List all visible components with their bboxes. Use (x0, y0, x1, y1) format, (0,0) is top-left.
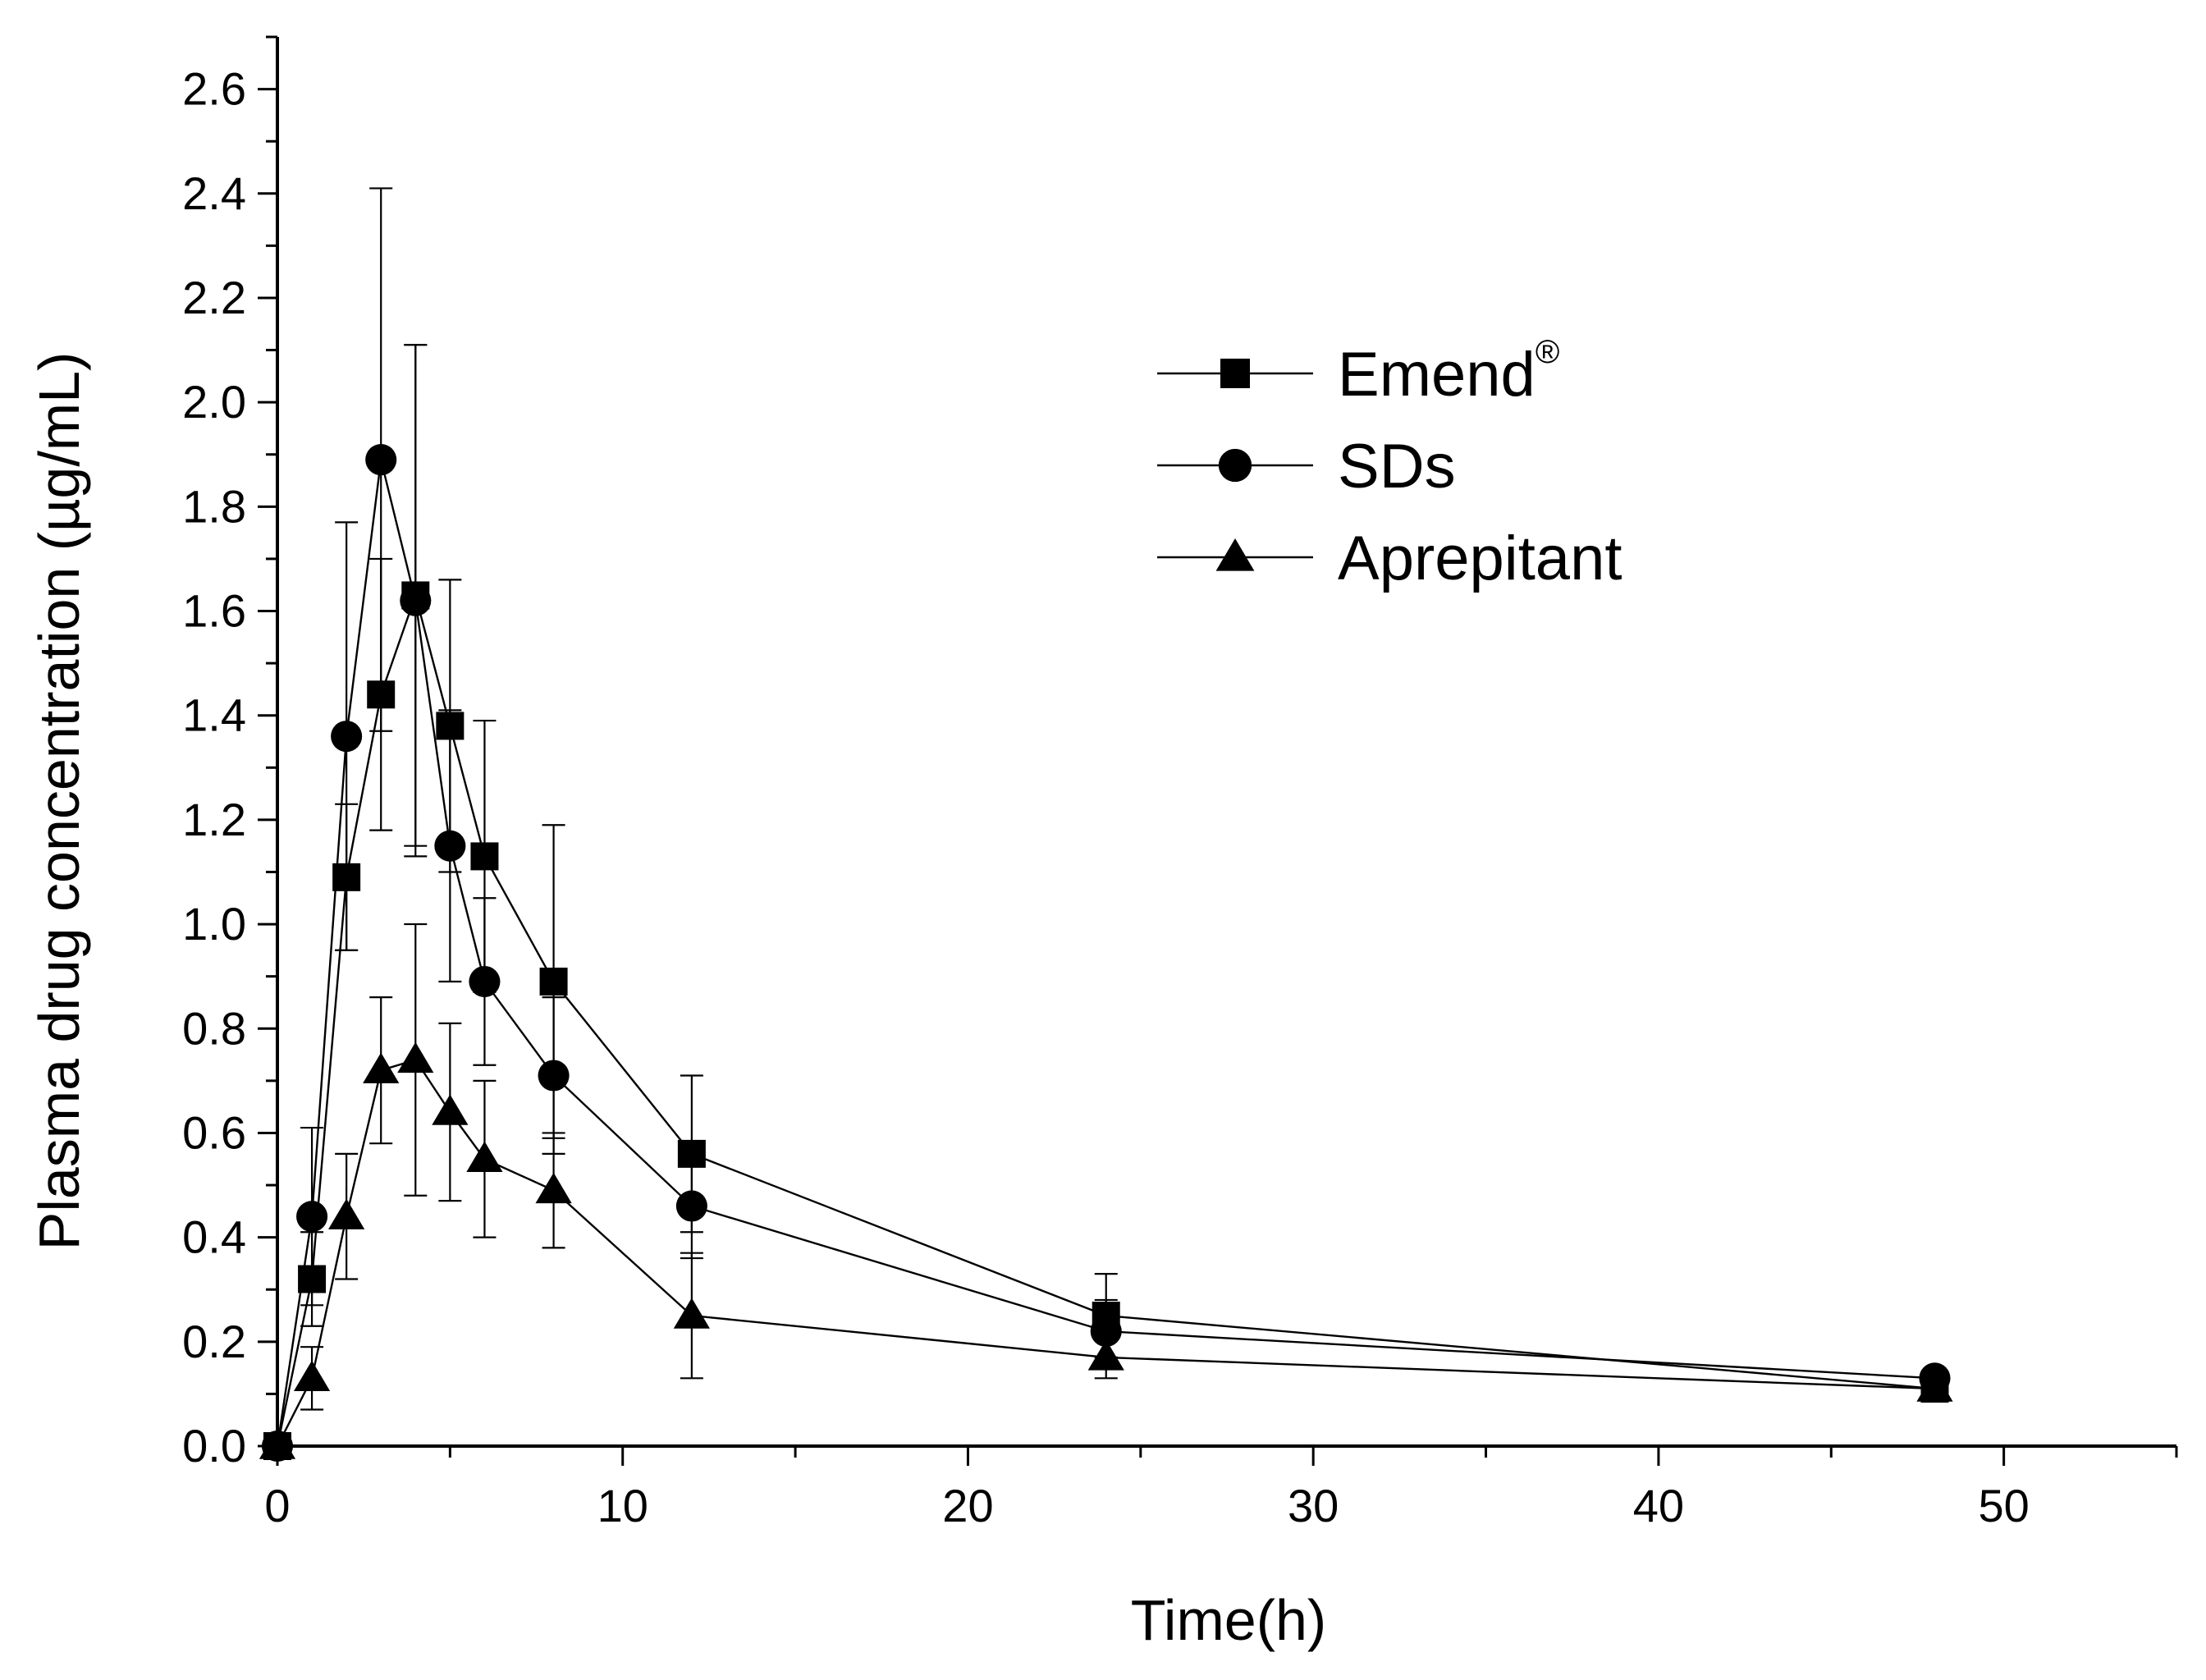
y-tick-label: 0.8 (182, 1002, 246, 1054)
marker-emend (298, 1265, 327, 1293)
marker-sds (434, 830, 466, 862)
legend-label-emend: Emend® (1338, 334, 1559, 410)
x-tick-label: 40 (1633, 1480, 1684, 1531)
legend-marker-emend (1220, 359, 1250, 388)
y-tick-label: 1.6 (182, 585, 246, 637)
marker-emend (470, 842, 499, 871)
x-tick-label: 10 (597, 1480, 648, 1531)
legend-label-sds: SDs (1338, 432, 1456, 501)
marker-emend (539, 968, 568, 996)
marker-sds (538, 1060, 570, 1092)
marker-sds (296, 1201, 328, 1233)
x-tick-label: 0 (264, 1480, 290, 1531)
marker-aprepitant (432, 1094, 469, 1125)
y-tick-label: 2.4 (182, 167, 246, 219)
marker-aprepitant (673, 1298, 710, 1329)
marker-sds (675, 1190, 707, 1222)
marker-emend (367, 680, 396, 709)
series-markers (259, 444, 1953, 1463)
marker-aprepitant (328, 1198, 365, 1229)
y-tick-label: 1.8 (182, 480, 246, 532)
y-tick-label: 2.0 (182, 376, 246, 428)
marker-aprepitant (1087, 1339, 1124, 1371)
y-tick-label: 2.2 (182, 272, 246, 323)
marker-sds (365, 444, 397, 476)
axes: 0 10 20 30 40 50 0.0 0.2 0.4 0.6 0.8 1.0 1.2 1.4 1.6 1.… (182, 35, 2178, 1531)
y-axis-title: Plasma drug concentration (µg/mL) (27, 352, 91, 1251)
marker-sds (1090, 1316, 1122, 1348)
marker-aprepitant (466, 1141, 503, 1172)
y-tick-label: 0.2 (182, 1316, 246, 1367)
marker-sds (331, 721, 363, 753)
x-axis-title: Time(h) (1131, 1588, 1327, 1652)
y-tick-label: 1.2 (182, 794, 246, 845)
y-tick-label: 0.0 (182, 1420, 246, 1472)
error-bars (300, 187, 1947, 1411)
marker-sds (469, 965, 501, 998)
y-tick-label: 1.0 (182, 898, 246, 950)
legend-marker-aprepitant (1215, 538, 1255, 571)
marker-aprepitant (397, 1041, 434, 1073)
x-tick-label: 30 (1288, 1480, 1339, 1531)
marker-aprepitant (1916, 1371, 1953, 1402)
x-tick-label: 50 (1978, 1480, 2029, 1531)
legend-marker-sds (1218, 448, 1252, 483)
marker-aprepitant (293, 1360, 331, 1392)
x-tick-label: 20 (942, 1480, 993, 1531)
marker-emend (332, 863, 361, 891)
marker-aprepitant (363, 1052, 400, 1083)
y-tick-label: 0.4 (182, 1211, 246, 1263)
marker-emend (677, 1139, 706, 1168)
marker-sds (400, 584, 432, 616)
marker-emend (436, 712, 465, 740)
y-tick-label: 0.6 (182, 1106, 246, 1158)
y-tick-label: 2.6 (182, 63, 246, 115)
legend-registered-mark: ® (1536, 334, 1559, 370)
series-line-aprepitant (276, 1059, 1935, 1447)
y-tick-label: 1.4 (182, 689, 246, 741)
legend-label-aprepitant: Aprepitant (1338, 524, 1622, 593)
legend: Emend® SDs Aprepitant (1157, 334, 1622, 593)
marker-aprepitant (535, 1172, 572, 1204)
